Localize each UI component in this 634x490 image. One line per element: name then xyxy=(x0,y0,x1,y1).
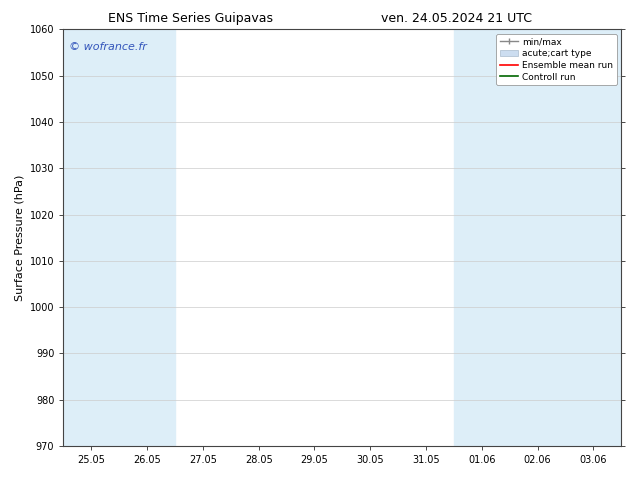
Legend: min/max, acute;cart type, Ensemble mean run, Controll run: min/max, acute;cart type, Ensemble mean … xyxy=(496,34,617,85)
Bar xyxy=(63,29,119,446)
Text: © wofrance.fr: © wofrance.fr xyxy=(69,42,147,52)
Text: ven. 24.05.2024 21 UTC: ven. 24.05.2024 21 UTC xyxy=(381,12,532,25)
Y-axis label: Surface Pressure (hPa): Surface Pressure (hPa) xyxy=(14,174,24,301)
Bar xyxy=(454,29,510,446)
Bar xyxy=(510,29,566,446)
Text: ENS Time Series Guipavas: ENS Time Series Guipavas xyxy=(108,12,273,25)
Bar xyxy=(119,29,175,446)
Bar xyxy=(566,29,621,446)
